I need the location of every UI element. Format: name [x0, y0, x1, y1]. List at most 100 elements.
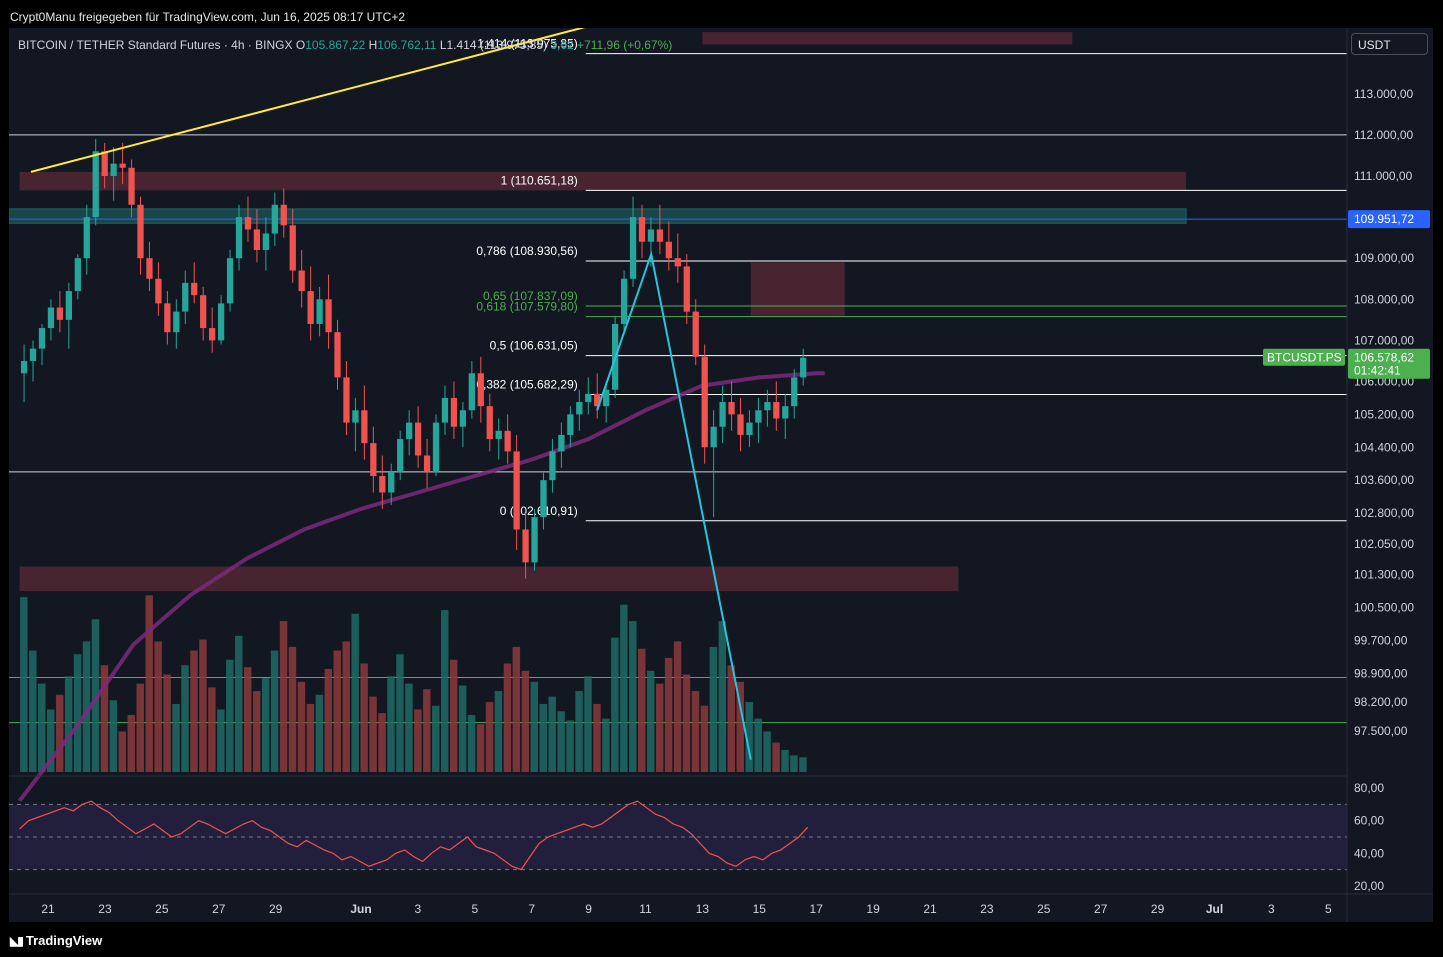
- volume-bar: [709, 646, 718, 772]
- candle-body: [191, 282, 198, 296]
- volume-bar: [781, 749, 789, 772]
- resistance-band: [8, 208, 1187, 224]
- time-tick: 21: [41, 902, 55, 916]
- time-tick: 5: [471, 902, 478, 916]
- candle-body: [692, 311, 699, 357]
- volume-bar: [423, 689, 431, 772]
- candle-body: [683, 266, 690, 312]
- high-label: H: [368, 38, 378, 52]
- volume-bar: [799, 757, 807, 772]
- candle-body: [594, 393, 601, 407]
- brand-label: TradingView: [25, 933, 103, 948]
- price-tick: 111.000,00: [1354, 169, 1413, 183]
- close-value: 3,62: [550, 38, 574, 52]
- volume-bar: [100, 665, 109, 772]
- candle-body: [352, 410, 359, 423]
- price-label-value-1: 106.578,62: [1354, 351, 1414, 365]
- candle-body: [800, 357, 807, 378]
- moving-average-layer: [18, 371, 825, 803]
- projection-path[interactable]: [596, 250, 752, 760]
- tradingview-brand[interactable]: ◣▮ TradingView: [10, 933, 102, 948]
- volume-bar: [584, 676, 592, 772]
- volume-bar: [378, 713, 386, 772]
- candle-body: [271, 204, 278, 234]
- volume-bar: [342, 641, 350, 772]
- price-tick: 107.000,00: [1354, 333, 1414, 347]
- open-label: O: [295, 38, 306, 52]
- volume-bar: [736, 681, 744, 772]
- candle-body: [307, 291, 314, 324]
- currency-selector-button[interactable]: USDT: [1351, 33, 1428, 55]
- volume-bar: [369, 696, 377, 772]
- candle-body: [164, 303, 171, 333]
- volume-bar: [235, 635, 243, 772]
- price-tick: 102.800,00: [1354, 506, 1414, 520]
- price-tick: 98.900,00: [1354, 666, 1408, 680]
- candle-body: [782, 406, 789, 419]
- candle-body: [710, 426, 717, 448]
- candle-body: [388, 471, 395, 493]
- volume-bar: [306, 703, 315, 772]
- time-tick: 23: [98, 902, 112, 916]
- fib-label-2: 0,786 (108.930,56): [476, 244, 577, 258]
- price-label-bg-0: [1348, 210, 1430, 229]
- candle-body: [38, 328, 46, 349]
- volume-bar: [405, 683, 413, 772]
- volume-bar: [449, 659, 458, 772]
- candle-body: [719, 402, 726, 427]
- price-chart-svg[interactable]: 1.414 (113.975,85) 1 (110.651,18) 0,786 (1…: [8, 22, 1433, 922]
- publish-info: Crypt0Manu freigegeben für TradingView.c…: [10, 10, 406, 24]
- open-value: 105.867,22: [305, 38, 366, 52]
- candle-body: [531, 517, 538, 563]
- price-tick: 109.000,00: [1354, 251, 1414, 265]
- candle-body: [334, 332, 341, 378]
- time-tick: 27: [1094, 902, 1108, 916]
- rsi-layer: [9, 775, 1347, 871]
- volume-bar: [172, 703, 180, 772]
- candle-body: [92, 151, 99, 218]
- fib-label-4: 0,618 (107.579,80): [476, 300, 577, 314]
- volume-bar: [575, 691, 583, 772]
- volume-bar: [145, 595, 153, 772]
- volume-bar: [396, 654, 404, 772]
- chart-area[interactable]: 1.414 (113.975,85) 1 (110.651,18) 0,786 (1…: [8, 22, 1433, 922]
- candle-body: [280, 204, 287, 226]
- candle-body: [414, 422, 422, 456]
- price-tick: 103.600,00: [1354, 473, 1414, 487]
- volume-bar: [772, 742, 780, 772]
- candle-body: [56, 307, 64, 320]
- time-axis-layer: 21 23 25 27 29 Jun 3 5 7 9 11 13 15 17 19 21 23 25 27 29 Jul…: [9, 893, 1433, 916]
- candle-body: [325, 299, 332, 333]
- time-tick: Jun: [350, 902, 371, 916]
- volume-bar: [387, 676, 395, 772]
- trendline[interactable]: [30, 22, 598, 173]
- candle-body: [289, 225, 296, 271]
- volume-bar: [700, 705, 709, 772]
- rsi-line: [19, 800, 809, 871]
- volume-bar: [252, 691, 261, 772]
- time-tick: 3: [1268, 902, 1275, 916]
- candle-body: [20, 360, 28, 374]
- time-tick: 9: [585, 902, 592, 916]
- candle-body: [146, 258, 153, 279]
- high-value: 106.762,11: [377, 38, 437, 52]
- candle-body: [737, 414, 744, 435]
- candle-body: [253, 229, 261, 250]
- candle-body: [755, 410, 762, 423]
- time-tick: 7: [528, 902, 535, 916]
- trendline-layer: [30, 22, 598, 173]
- candle-body: [406, 422, 413, 440]
- volume-bar: [548, 696, 556, 772]
- time-tick: 27: [212, 902, 226, 916]
- volume-bar: [154, 641, 162, 772]
- symbol-info: BITCOIN / TETHER Standard Futures · 4h ·…: [18, 38, 672, 52]
- volume-bar: [458, 685, 467, 772]
- candle-body: [110, 163, 117, 176]
- volume-bar: [530, 681, 539, 772]
- volume-bar: [118, 731, 127, 772]
- volume-bar: [494, 691, 503, 772]
- volume-bar: [638, 648, 646, 772]
- volume-bar: [279, 621, 288, 772]
- fib-label-0: 1.414 (113.975,85): [477, 37, 578, 51]
- candle-body: [764, 402, 771, 411]
